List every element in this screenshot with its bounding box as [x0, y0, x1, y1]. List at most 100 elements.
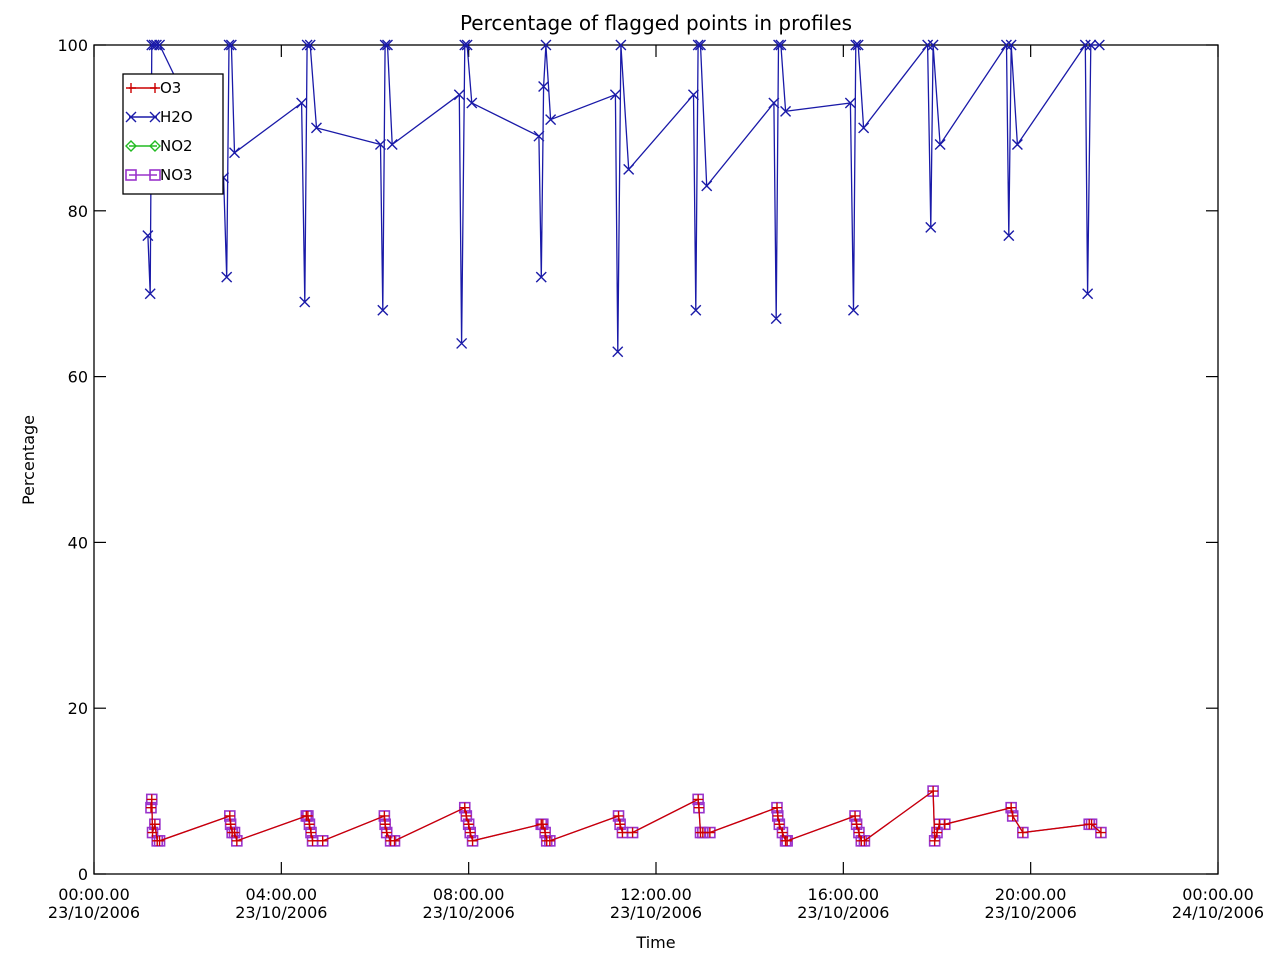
- point-h2o: [1003, 230, 1015, 242]
- point-o3: [461, 810, 472, 821]
- chart-title: Percentage of flagged points in profiles: [460, 11, 852, 35]
- point-o3: [613, 810, 624, 821]
- x-tick-label-date: 23/10/2006: [423, 903, 515, 922]
- point-o3: [145, 802, 156, 813]
- point-h2o: [545, 114, 557, 126]
- point-h2o: [310, 122, 322, 134]
- point-o3: [932, 827, 942, 838]
- point-h2o: [377, 304, 389, 316]
- point-o3: [389, 835, 400, 846]
- point-o3: [317, 835, 328, 846]
- series-line-o3: [150, 789, 1102, 842]
- point-o3: [147, 827, 158, 838]
- series-layer: [142, 39, 1107, 847]
- point-h2o: [852, 39, 864, 51]
- point-h2o: [379, 39, 391, 51]
- point-h2o: [922, 39, 934, 51]
- x-tick-label-date: 23/10/2006: [985, 903, 1077, 922]
- point-o3: [939, 819, 950, 830]
- point-h2o: [1011, 138, 1023, 150]
- point-h2o: [538, 80, 550, 92]
- point-h2o: [858, 122, 870, 134]
- point-h2o: [225, 39, 237, 51]
- x-tick-label-date: 23/10/2006: [235, 903, 327, 922]
- point-h2o: [299, 296, 311, 308]
- x-tick-label-date: 24/10/2006: [1172, 903, 1264, 922]
- legend: O3 H2O NO2 NO3: [122, 73, 224, 195]
- y-tick-label: 80: [68, 202, 88, 221]
- legend-marker-o3: [150, 83, 160, 93]
- point-o3: [704, 827, 715, 838]
- point-o3: [1086, 819, 1097, 830]
- x-tick-label-time: 20:00.00: [995, 885, 1067, 904]
- legend-label-no3: NO3: [160, 166, 193, 184]
- point-o3: [224, 810, 235, 821]
- point-h2o: [847, 304, 859, 316]
- point-h2o: [229, 147, 240, 159]
- point-o3: [627, 827, 638, 838]
- point-h2o: [466, 97, 478, 109]
- point-o3: [1017, 827, 1028, 838]
- series-no3: [145, 785, 1107, 847]
- legend-marker-no2: [149, 140, 161, 152]
- point-o3: [231, 835, 242, 846]
- point-o3: [307, 835, 318, 846]
- point-h2o: [1079, 39, 1091, 51]
- y-axis-label: Percentage: [19, 415, 38, 505]
- point-h2o: [780, 105, 792, 117]
- point-h2o: [687, 89, 699, 101]
- y-tick-label: 0: [78, 865, 88, 884]
- point-h2o: [296, 97, 308, 109]
- x-tick-label-date: 23/10/2006: [48, 903, 140, 922]
- legend-label-no2: NO2: [160, 137, 193, 155]
- point-h2o: [304, 39, 316, 51]
- point-h2o: [701, 180, 713, 192]
- series-o3: [145, 786, 1106, 846]
- point-h2o: [615, 39, 627, 51]
- x-tick-label-time: 08:00.00: [433, 885, 505, 904]
- point-h2o: [154, 39, 166, 51]
- point-o3: [459, 802, 470, 813]
- legend-marker-h2o: [125, 111, 137, 123]
- point-o3: [617, 827, 628, 838]
- point-o3: [304, 819, 315, 830]
- point-h2o: [694, 39, 706, 51]
- point-h2o: [775, 39, 787, 51]
- point-o3: [615, 819, 626, 830]
- point-o3: [777, 827, 788, 838]
- point-o3: [1006, 802, 1017, 813]
- point-h2o: [850, 39, 862, 51]
- point-o3: [540, 827, 551, 838]
- point-o3: [1007, 810, 1018, 821]
- y-ticks: 0 20 40 60 80 100: [57, 36, 1218, 884]
- point-h2o: [609, 89, 621, 101]
- x-axis-label: Time: [635, 933, 675, 952]
- point-h2o: [692, 39, 704, 51]
- point-h2o: [221, 271, 233, 283]
- series-line-no3: [150, 789, 1102, 842]
- point-o3: [146, 794, 157, 805]
- point-h2o: [1000, 39, 1012, 51]
- point-h2o: [768, 97, 780, 109]
- point-h2o: [844, 97, 856, 109]
- point-o3: [465, 827, 476, 838]
- point-o3: [463, 819, 474, 830]
- y-tick-label: 60: [68, 368, 88, 387]
- point-h2o: [925, 221, 937, 233]
- point-o3: [782, 835, 793, 846]
- point-h2o: [1085, 39, 1097, 51]
- point-h2o: [535, 271, 547, 283]
- legend-marker-no3: [149, 169, 161, 181]
- point-h2o: [381, 39, 393, 51]
- point-o3: [850, 810, 861, 821]
- point-h2o: [770, 313, 782, 325]
- x-tick-label-time: 00:00.00: [1182, 885, 1254, 904]
- legend-marker-no3: [125, 169, 137, 181]
- x-tick-label-time: 04:00.00: [246, 885, 318, 904]
- x-ticks: 00:00.0023/10/200604:00.0023/10/200608:0…: [48, 45, 1264, 922]
- point-h2o: [773, 39, 785, 51]
- point-o3: [774, 819, 785, 830]
- point-o3: [149, 819, 160, 830]
- series-h2o: [142, 39, 1105, 358]
